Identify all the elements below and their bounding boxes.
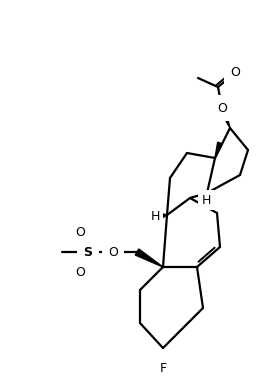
Polygon shape [215, 142, 222, 158]
Text: H: H [150, 211, 160, 224]
Text: O: O [108, 245, 118, 259]
Text: O: O [230, 67, 240, 79]
Text: O: O [75, 226, 85, 238]
Polygon shape [219, 107, 230, 128]
Text: O: O [217, 101, 227, 115]
Text: O: O [75, 265, 85, 279]
Polygon shape [135, 249, 163, 267]
Text: H: H [201, 194, 211, 207]
Text: S: S [84, 245, 92, 259]
Text: F: F [160, 361, 167, 375]
Polygon shape [160, 348, 166, 368]
